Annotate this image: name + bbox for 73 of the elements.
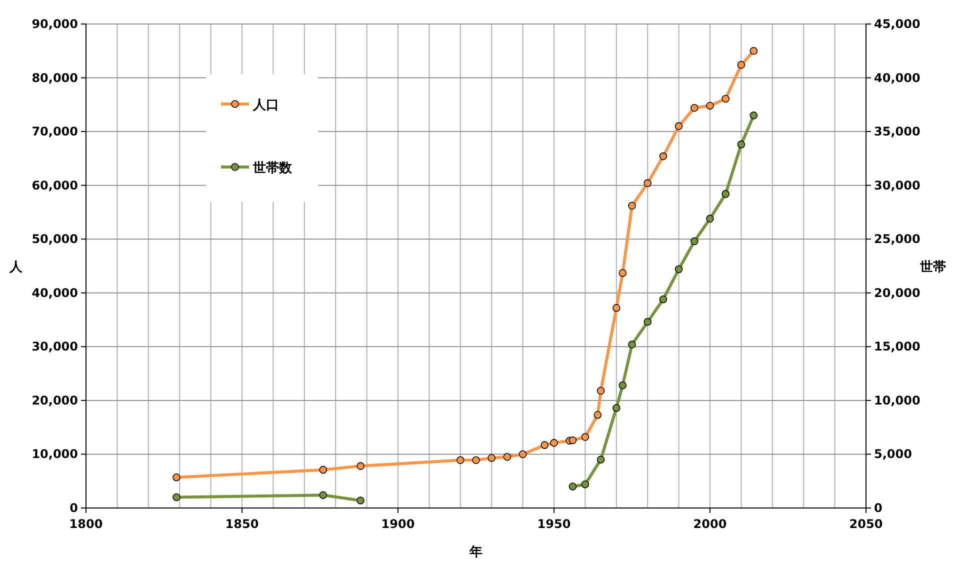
y2-tick-label: 30,000 <box>874 178 920 192</box>
point <box>356 462 364 470</box>
point <box>750 112 758 120</box>
point <box>568 482 577 490</box>
y-tick-label: 50,000 <box>32 232 78 246</box>
point <box>612 304 620 312</box>
point <box>568 436 577 444</box>
point <box>356 496 364 504</box>
y2-tick-label: 5,000 <box>874 447 912 462</box>
point <box>674 265 683 274</box>
point <box>618 269 627 277</box>
x-tick-label: 1800 <box>69 517 103 531</box>
y-tick-label: 70,000 <box>32 124 78 139</box>
point <box>722 94 730 103</box>
x-tick-label: 2000 <box>693 517 727 531</box>
y-axis-title: 人 <box>8 260 24 275</box>
point <box>581 480 590 488</box>
point <box>594 411 602 419</box>
point <box>319 491 328 499</box>
point <box>674 122 683 130</box>
point <box>690 237 698 246</box>
point <box>628 202 636 210</box>
y2-tick-label: 25,000 <box>874 232 920 246</box>
y2-tick-label: 20,000 <box>874 286 920 300</box>
point <box>659 152 668 160</box>
y2-tick-label: 40,000 <box>874 70 920 85</box>
y-tick-label: 10,000 <box>32 447 78 462</box>
y2-axis-title: 世帯 <box>919 260 946 275</box>
point <box>172 473 180 482</box>
x-tick-label: 1950 <box>537 517 571 531</box>
point <box>456 456 464 464</box>
point <box>540 441 549 449</box>
y-tick-label: 0 <box>70 501 78 515</box>
legend-label: 人口 <box>252 98 279 113</box>
y2-tick-label: 45,000 <box>874 17 920 31</box>
point <box>706 102 714 110</box>
point <box>472 456 480 464</box>
y2-tick-label: 35,000 <box>874 124 920 139</box>
point <box>722 190 730 198</box>
point <box>172 493 180 502</box>
y2-tick-label: 15,000 <box>874 340 920 354</box>
point <box>750 46 758 55</box>
y2-tick-label: 0 <box>874 501 882 515</box>
y2-tick-label: 10,000 <box>874 393 920 408</box>
x-tick-label: 1850 <box>225 517 259 531</box>
legend-label: 世帯数 <box>252 161 293 176</box>
point <box>690 104 698 112</box>
point <box>596 386 605 395</box>
point <box>612 404 620 412</box>
point <box>659 295 668 304</box>
point <box>737 60 746 69</box>
point <box>644 318 652 326</box>
x-tick-label: 2050 <box>849 517 883 531</box>
point <box>737 140 746 148</box>
point <box>581 433 590 441</box>
point <box>706 214 714 223</box>
point <box>644 179 652 188</box>
y-tick-label: 30,000 <box>32 340 78 354</box>
point <box>596 456 605 464</box>
point <box>550 439 558 447</box>
point <box>518 450 527 458</box>
point <box>618 381 627 390</box>
point <box>488 454 496 462</box>
y-tick-label: 60,000 <box>32 178 78 192</box>
x-axis-title: 年 <box>468 545 482 560</box>
point <box>319 466 328 474</box>
y-tick-label: 40,000 <box>32 286 78 300</box>
point <box>503 453 512 461</box>
point <box>628 340 636 348</box>
y-tick-label: 20,000 <box>32 393 78 408</box>
y-tick-label: 90,000 <box>32 17 78 31</box>
x-tick-label: 1900 <box>381 517 415 531</box>
y-tick-label: 80,000 <box>32 70 78 85</box>
